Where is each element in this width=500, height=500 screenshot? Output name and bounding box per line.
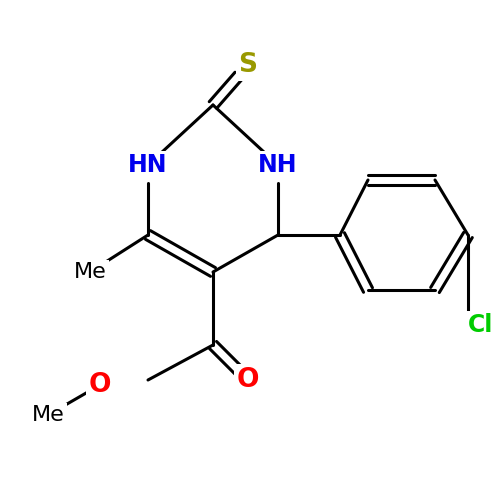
- Text: Me: Me: [32, 405, 64, 425]
- Text: Me: Me: [74, 262, 106, 282]
- Text: HN: HN: [128, 153, 168, 177]
- Text: Cl: Cl: [468, 313, 493, 337]
- Text: NH: NH: [258, 153, 298, 177]
- Text: S: S: [238, 52, 258, 78]
- Text: O: O: [237, 367, 259, 393]
- Text: O: O: [89, 372, 111, 398]
